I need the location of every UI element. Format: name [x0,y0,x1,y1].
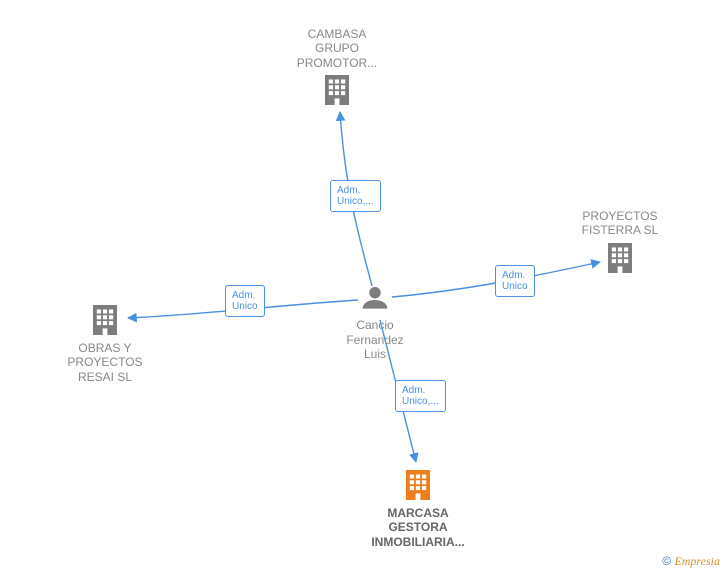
building-icon-marcasa[interactable] [406,470,430,500]
node-label-resai: OBRAS Y PROYECTOS RESAI SL [45,341,165,384]
copyright-symbol: © [662,554,671,568]
building-icon-cambasa[interactable] [325,75,349,105]
node-label-cambasa: CAMBASA GRUPO PROMOTOR... [277,27,397,70]
building-icon-resai[interactable] [93,305,117,335]
brand-name: Empresia [674,554,720,568]
node-label-marcasa: MARCASA GESTORA INMOBILIARIA... [358,506,478,549]
edge-label-fisterra: Adm. Unico [495,265,535,297]
node-label-fisterra: PROYECTOS FISTERRA SL [560,209,680,238]
edge-label-resai: Adm. Unico [225,285,265,317]
person-label: Cancio Fernandez Luis [315,318,435,361]
edge-label-cambasa: Adm. Unico,... [330,180,381,212]
building-icon-fisterra[interactable] [608,243,632,273]
edge-label-marcasa: Adm. Unico,... [395,380,446,412]
watermark: © Empresia [662,554,720,569]
diagram-canvas [0,0,728,575]
person-icon[interactable] [363,287,388,309]
